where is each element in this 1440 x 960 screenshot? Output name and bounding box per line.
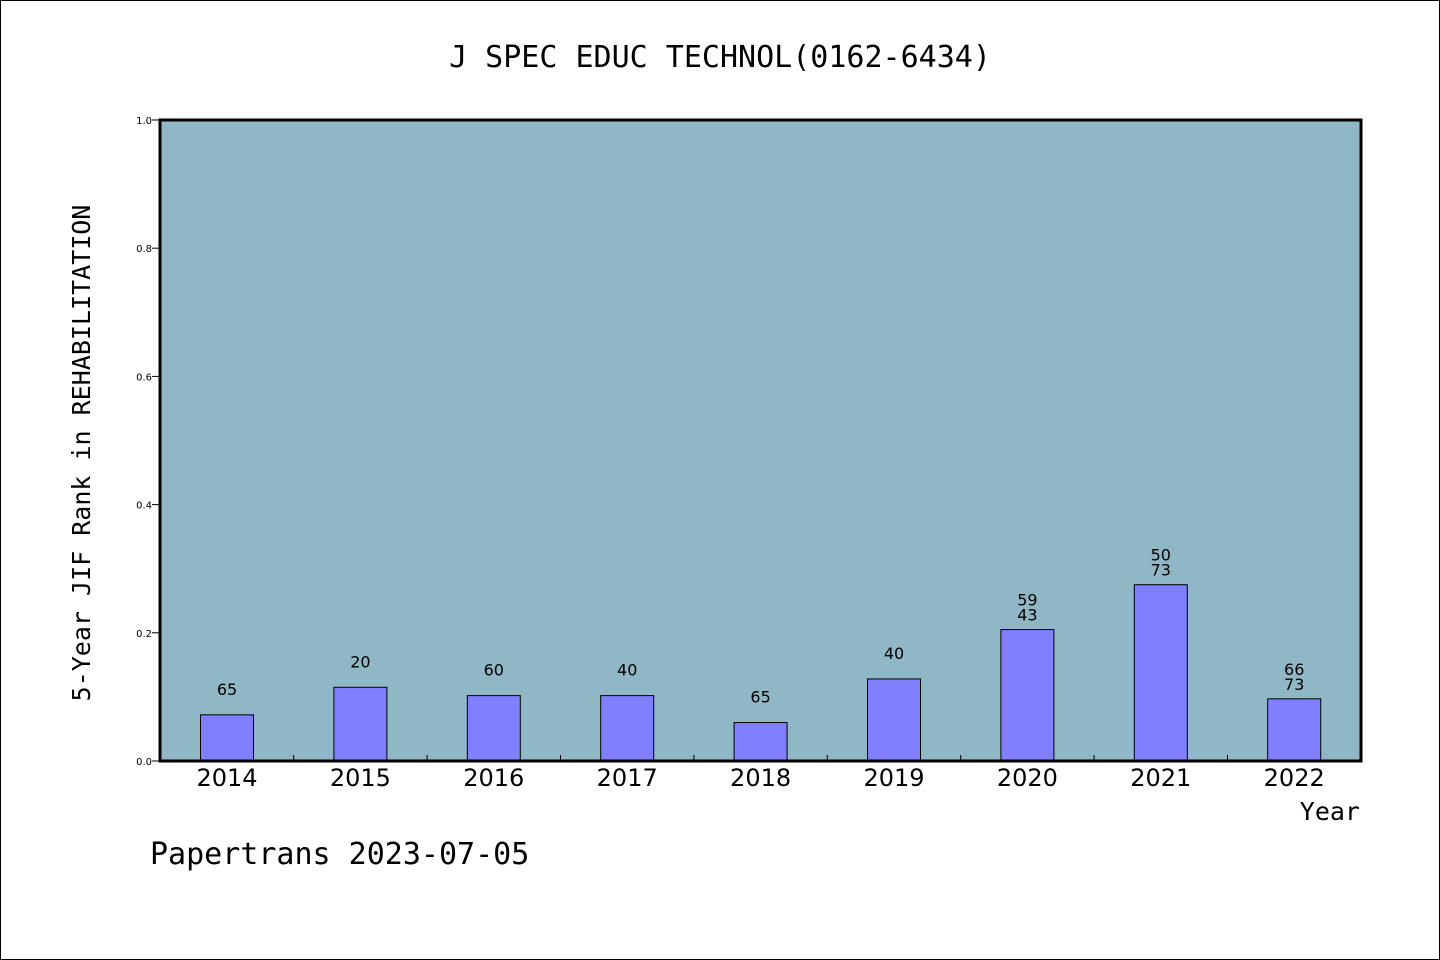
y-tick-label: 0.8 [136, 244, 152, 255]
y-axis: 0.0 0.2 0.4 0.6 0.8 1.0 [136, 116, 160, 768]
x-tick-label: 2016 [463, 764, 524, 792]
bar-label-top: 50 [1151, 546, 1171, 565]
x-axis: 2014 2015 2016 2017 2018 2019 2020 2021 2022 [196, 755, 1325, 792]
x-tick-label: 2015 [330, 764, 391, 792]
x-tick-label: 2022 [1264, 764, 1325, 792]
y-tick-label: 0.6 [136, 372, 152, 383]
bar-2021 [1133, 584, 1188, 762]
x-tick-label: 2019 [863, 764, 924, 792]
y-tick-label: 1.0 [136, 116, 152, 127]
bar-2020 [1000, 629, 1055, 762]
bar-2019 [867, 678, 921, 762]
bar-2014 [200, 714, 254, 762]
x-tick-label: 2017 [597, 764, 658, 792]
x-tick-label: 2021 [1130, 764, 1191, 792]
bar-label-top: 66 [1284, 660, 1304, 679]
bar-2015 [333, 686, 388, 762]
x-tick-label: 2014 [196, 764, 257, 792]
x-tick-label: 2020 [997, 764, 1058, 792]
bar-label: 40 [617, 661, 637, 680]
watermark: Papertrans 2023-07-05 [150, 837, 529, 872]
bar-label: 65 [217, 680, 237, 699]
bar-2016 [466, 695, 521, 762]
x-tick-label: 2018 [730, 764, 791, 792]
bar-label-bottom: 73 [1151, 561, 1171, 580]
bar-2017 [600, 695, 655, 762]
x-axis-label: Year [1300, 797, 1360, 826]
bar-label-bottom: 73 [1284, 675, 1304, 694]
bar-2018 [733, 722, 788, 762]
chart-title: J SPEC EDUC TECHNOL(0162-6434) [449, 40, 991, 75]
bars-group [200, 584, 1322, 762]
y-tick-label: 0.2 [136, 629, 152, 640]
bar-label: 60 [484, 661, 504, 680]
y-tick-label: 0.0 [136, 757, 152, 768]
plot-border [158, 118, 1363, 763]
y-axis-label: 5-Year JIF Rank in REHABILITATION [67, 205, 96, 702]
bar-label: 20 [350, 652, 370, 671]
y-tick-label: 0.4 [136, 501, 152, 512]
bar-label: 65 [750, 688, 770, 707]
bar-label: 40 [884, 644, 904, 663]
bar-2022 [1267, 698, 1322, 762]
bar-label-bottom: 43 [1017, 606, 1037, 625]
bar-label-top: 59 [1017, 591, 1037, 610]
